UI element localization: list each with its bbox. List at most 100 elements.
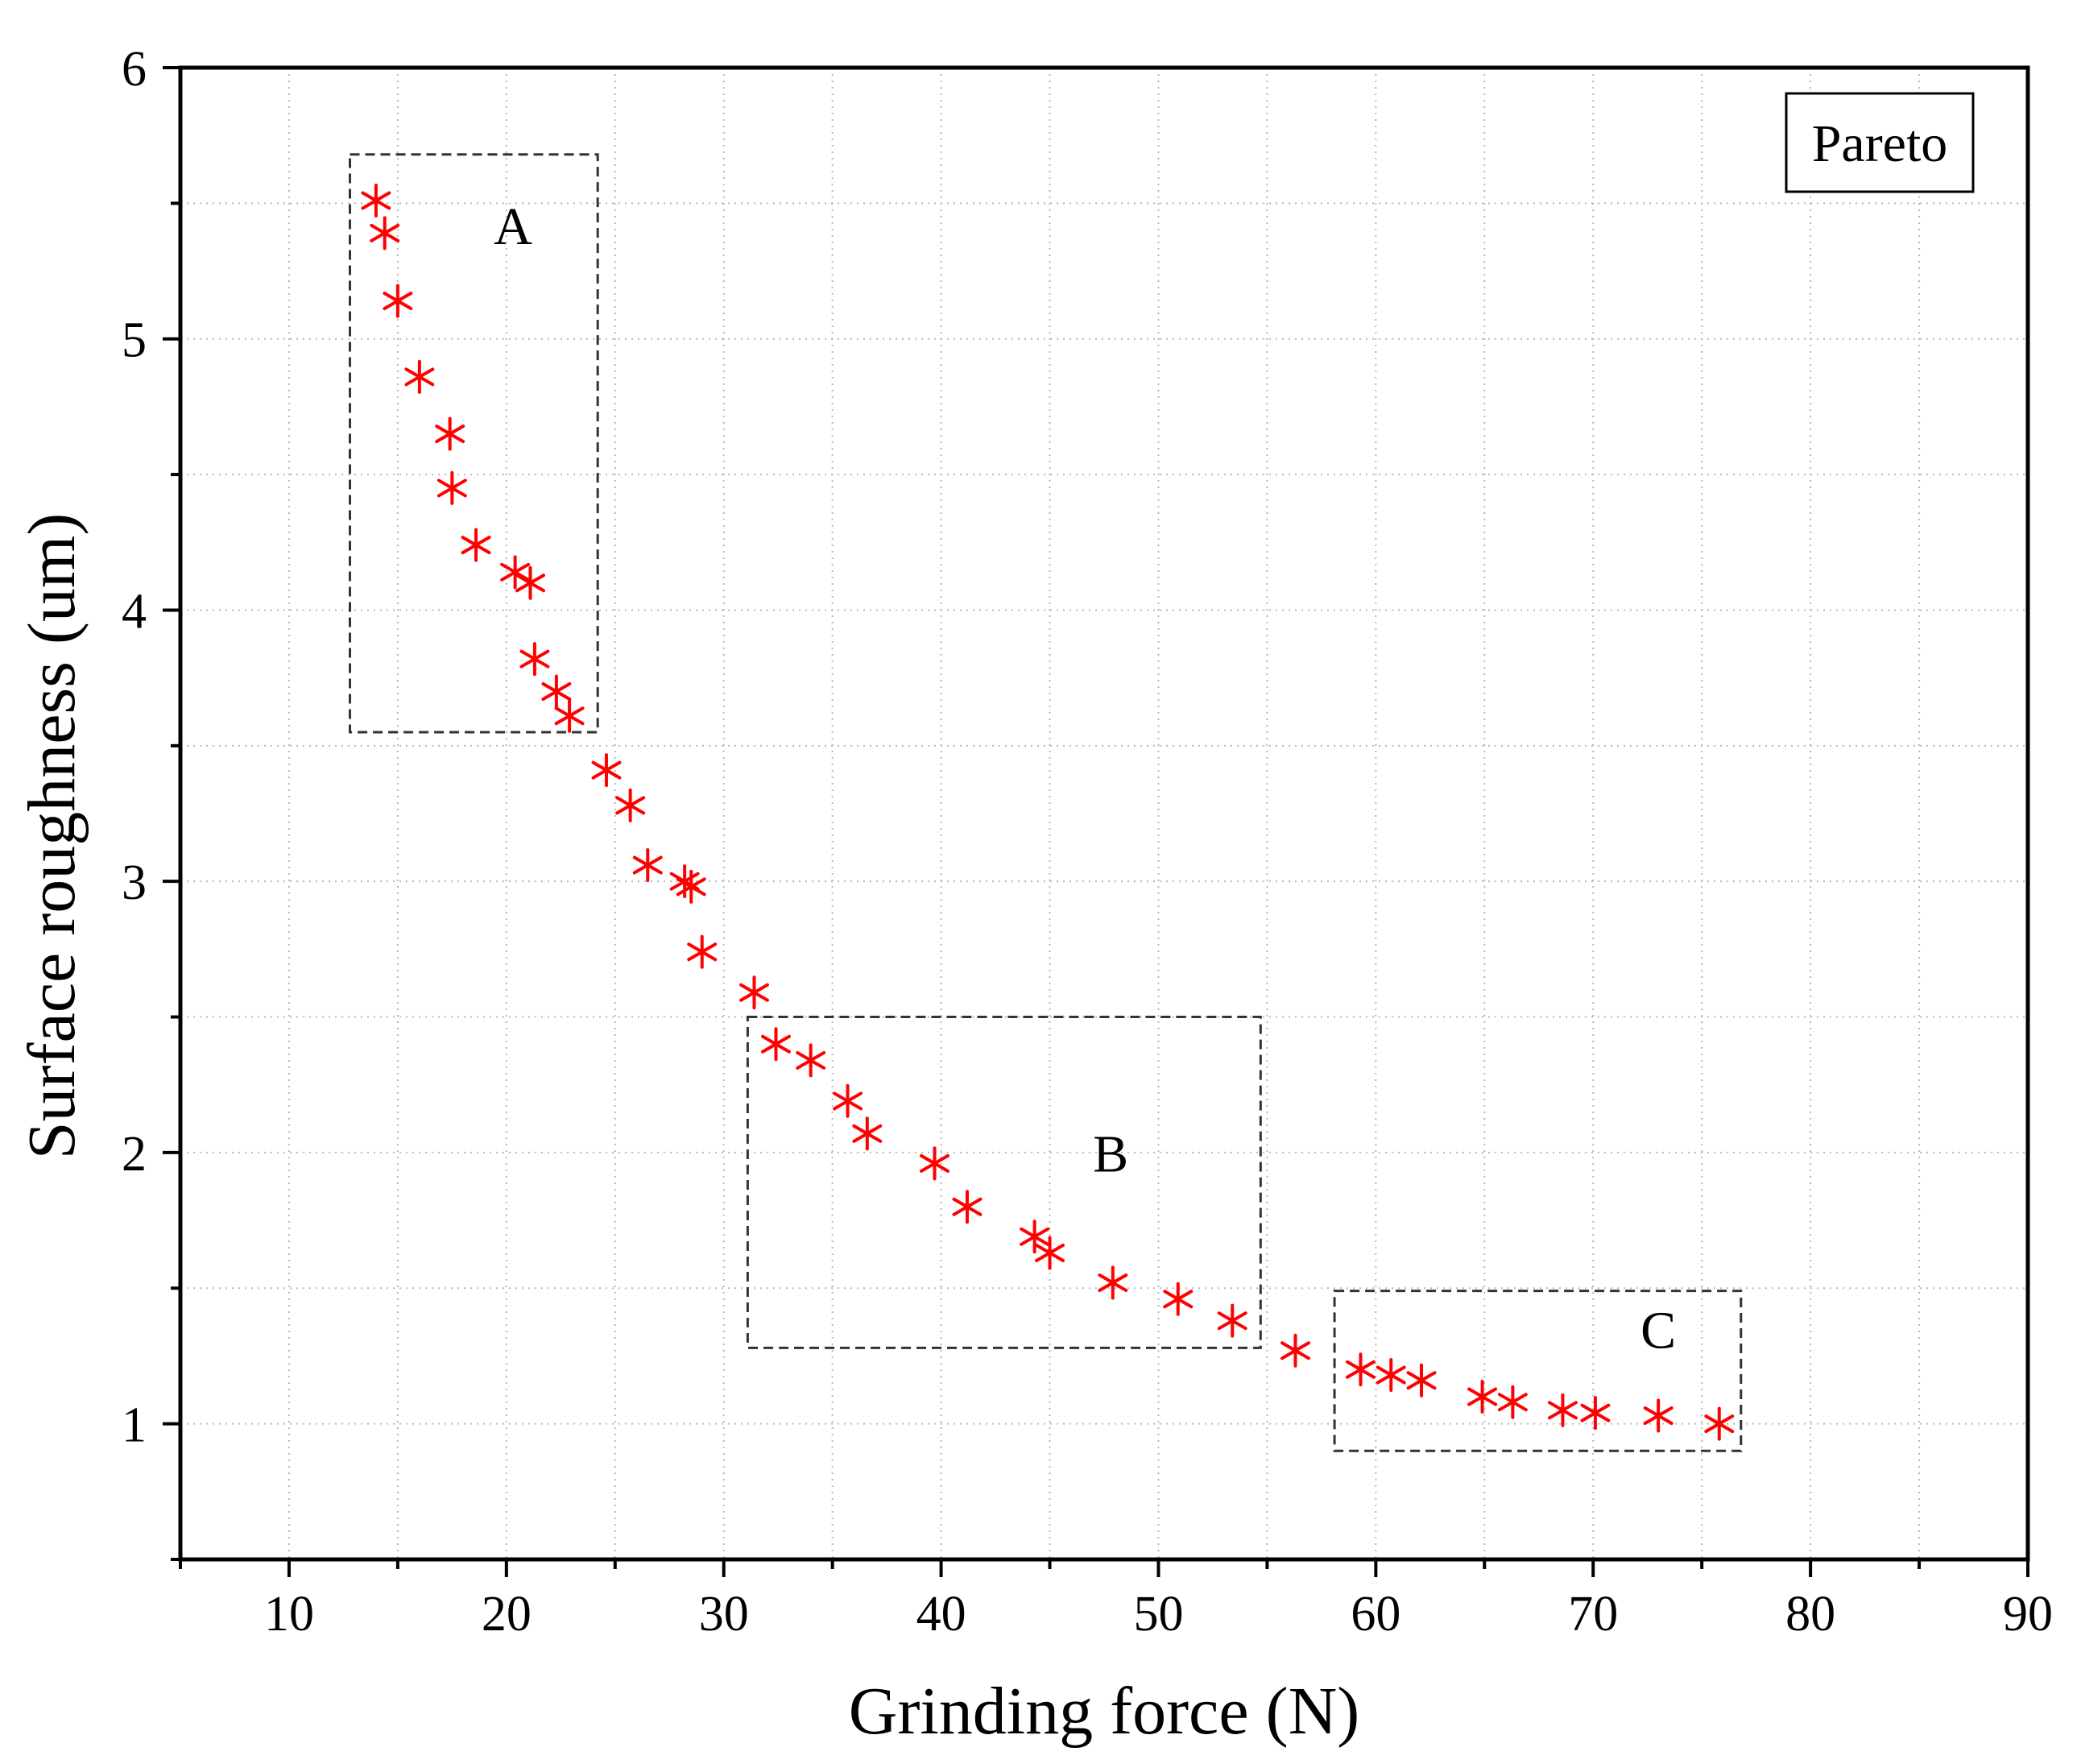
data-point-stroke — [1163, 1290, 1194, 1309]
data-point — [952, 1190, 983, 1224]
data-point-stroke — [1346, 1360, 1376, 1379]
plot-frame — [178, 65, 2030, 1562]
data-point — [920, 1146, 949, 1181]
y-tick-label: 3 — [122, 855, 147, 910]
y-tick-label: 4 — [122, 584, 147, 639]
x-tick-label: 90 — [2003, 1587, 2053, 1642]
data-point — [833, 1083, 863, 1118]
legend: Pareto — [1785, 92, 1975, 193]
legend-box — [1785, 92, 1975, 193]
data-point — [361, 183, 391, 217]
x-tick-label: 40 — [916, 1587, 966, 1642]
data-point — [404, 359, 435, 394]
data-point — [676, 869, 706, 904]
data-point — [515, 565, 545, 600]
region-label-b: B — [1093, 1124, 1128, 1183]
data-point-stroke — [1098, 1273, 1128, 1293]
y-tick-label: 2 — [122, 1127, 147, 1182]
data-point-stroke — [952, 1197, 983, 1216]
data-point — [852, 1116, 883, 1151]
data-point — [519, 642, 550, 677]
data-point-stroke — [383, 292, 413, 311]
data-point-stroke — [687, 942, 718, 962]
data-point — [436, 470, 467, 505]
data-point-stroke — [796, 1050, 826, 1070]
x-tick-label: 60 — [1351, 1587, 1400, 1642]
region-box-a — [349, 153, 599, 734]
grid-lines — [180, 68, 2028, 1559]
data-point — [370, 216, 400, 251]
data-point — [615, 788, 646, 822]
data-point-stroke — [1643, 1406, 1673, 1426]
data-point — [1098, 1265, 1128, 1300]
x-tick-label: 50 — [1133, 1587, 1183, 1642]
data-point-stroke — [404, 367, 435, 387]
x-tick-label: 20 — [482, 1587, 532, 1642]
data-point-stroke — [1467, 1387, 1498, 1406]
y-axis-title: Surface roughness (um) — [14, 513, 89, 1159]
y-tick-label: 6 — [122, 42, 147, 97]
data-point — [1376, 1358, 1406, 1393]
region-label-c: C — [1640, 1301, 1676, 1360]
data-point — [761, 1027, 791, 1062]
data-point-stroke — [519, 649, 550, 669]
data-point — [1163, 1282, 1194, 1316]
data-point-stroke — [1035, 1243, 1065, 1262]
data-point — [541, 674, 572, 709]
data-point-stroke — [833, 1091, 863, 1111]
region-box-c — [1333, 1290, 1743, 1452]
data-point — [435, 416, 465, 451]
data-point-stroke — [1406, 1371, 1437, 1390]
data-point — [1643, 1398, 1673, 1433]
data-point-stroke — [541, 681, 572, 701]
data-point-stroke — [361, 191, 391, 210]
data-point-stroke — [920, 1153, 949, 1173]
data-point — [1406, 1363, 1437, 1398]
data-point-stroke — [461, 536, 491, 555]
data-point-stroke — [676, 877, 706, 896]
region-label-a: A — [494, 197, 532, 256]
data-point — [1280, 1333, 1310, 1368]
data-point — [500, 555, 531, 590]
data-point — [1467, 1379, 1498, 1414]
data-point — [1346, 1352, 1376, 1387]
axis-ticks — [163, 66, 2029, 1577]
data-point-stroke — [1217, 1311, 1247, 1331]
data-point-stroke — [1704, 1414, 1735, 1434]
y-tick-label: 1 — [122, 1398, 147, 1453]
data-point — [687, 934, 718, 969]
legend-label: Pareto — [1812, 114, 1948, 173]
data-point-stroke — [1497, 1393, 1528, 1412]
data-point — [1580, 1396, 1611, 1431]
data-point-stroke — [1580, 1403, 1611, 1422]
x-tick-label: 80 — [1785, 1587, 1835, 1642]
data-point-stroke — [761, 1034, 791, 1054]
data-point — [1704, 1406, 1735, 1441]
data-point-stroke — [1376, 1365, 1406, 1385]
data-point — [739, 975, 769, 1010]
region-box-b — [746, 1016, 1262, 1349]
tick-labels: 10 20 30 40 50 60 70 80 90 1 2 3 4 5 6 — [122, 42, 2053, 1642]
data-point — [1035, 1236, 1065, 1270]
region-boxes: A B C — [349, 153, 1743, 1452]
data-point — [591, 753, 622, 788]
data-point-stroke — [1020, 1227, 1050, 1246]
data-point — [1547, 1393, 1578, 1427]
data-point — [1217, 1303, 1247, 1338]
data-point — [383, 284, 413, 318]
data-point — [554, 698, 585, 733]
data-point-stroke — [436, 478, 467, 498]
data-point — [1497, 1385, 1528, 1419]
data-point — [632, 847, 663, 882]
data-point-stroke — [1547, 1401, 1578, 1420]
x-tick-label: 10 — [264, 1587, 314, 1642]
data-point-stroke — [615, 796, 646, 815]
x-tick-label: 70 — [1568, 1587, 1618, 1642]
data-point — [1020, 1219, 1050, 1254]
data-point-stroke — [500, 562, 531, 582]
data-point — [461, 528, 491, 562]
x-axis-title: Grinding force (N) — [849, 1674, 1359, 1749]
data-point-stroke — [554, 706, 585, 726]
data-point-stroke — [370, 223, 400, 242]
